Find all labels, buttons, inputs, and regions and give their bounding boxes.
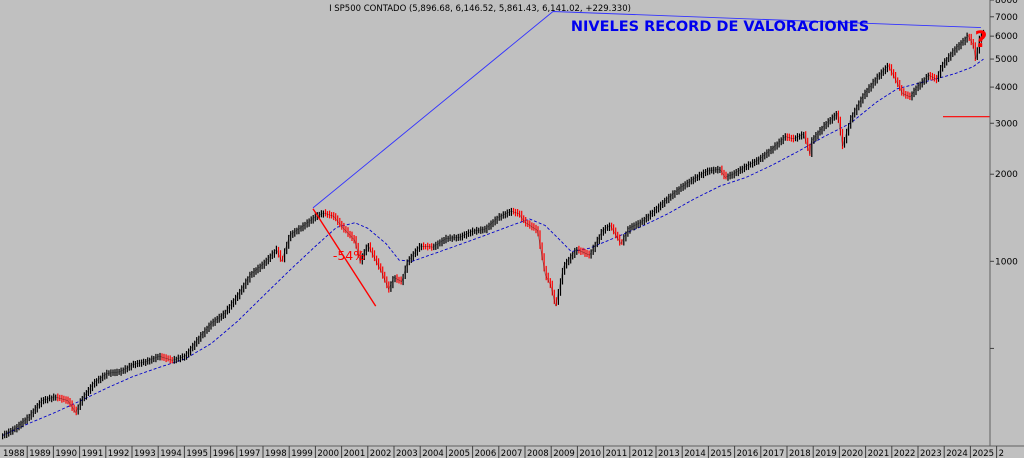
x-tick-label: 2010 — [579, 449, 601, 458]
question-mark: ? — [975, 28, 988, 53]
y-axis: 8000 7000 6000 5000 4000 3000 2000 1000 — [990, 0, 1018, 349]
x-tick-label: 2004 — [422, 449, 444, 458]
x-tick-label: 1990 — [55, 449, 77, 458]
x-tick-label: 1993 — [134, 449, 156, 458]
x-axis: 1988 1989 1990 1991 1992 1993 1994 1995 1996 1997… — [3, 446, 1004, 458]
x-tick-label: 2009 — [553, 449, 575, 458]
drawdown-label: -54% — [333, 248, 365, 263]
chart-title: I SP500 CONTADO (5,896.68, 6,146.52, 5,8… — [329, 4, 631, 14]
x-tick-label: 2023 — [920, 449, 942, 458]
x-tick-label: 1989 — [29, 449, 51, 458]
x-tick-label: 2025 — [972, 449, 994, 458]
x-tick-label: 2001 — [344, 449, 366, 458]
x-tick-label: 2007 — [501, 449, 523, 458]
x-tick-label: 2018 — [789, 449, 811, 458]
x-tick-label: 2019 — [815, 449, 837, 458]
x-tick-label: 2011 — [606, 449, 628, 458]
y-tick-label: 8000 — [995, 0, 1018, 6]
y-tick-label: 7000 — [995, 13, 1018, 23]
x-tick-label: 2008 — [527, 449, 549, 458]
record-trendline — [312, 11, 981, 209]
x-tick-label: 2013 — [658, 449, 680, 458]
y-tick-label: 6000 — [995, 32, 1018, 42]
y-tick-label: 4000 — [995, 83, 1018, 93]
x-tick-label: 1994 — [160, 449, 182, 458]
y-tick-label: 5000 — [995, 55, 1018, 65]
x-tick-label: 2003 — [396, 449, 418, 458]
x-tick-label: 2006 — [475, 449, 497, 458]
x-tick-label: 2015 — [710, 449, 732, 458]
y-tick-label: 1000 — [995, 257, 1018, 267]
x-tick-label: 2016 — [737, 449, 759, 458]
x-tick-label: 1991 — [82, 449, 104, 458]
x-tick-label: 2024 — [946, 449, 968, 458]
x-tick-label: 1998 — [265, 449, 287, 458]
x-tick-label: 2014 — [684, 449, 706, 458]
x-tick-label: 2005 — [448, 449, 470, 458]
drawdown-line — [312, 208, 377, 307]
moving-average-line — [2, 58, 984, 436]
moving-average-group — [2, 58, 984, 436]
y-tick-label: 3000 — [995, 119, 1018, 129]
annotation-lines-group — [312, 11, 990, 307]
x-tick-label: 2000 — [317, 449, 339, 458]
x-tick-label: 2021 — [868, 449, 890, 458]
x-tick-label: 1997 — [239, 449, 261, 458]
x-tick-label: 1999 — [291, 449, 313, 458]
price-series — [2, 33, 984, 436]
x-tick-label: 2 — [999, 449, 1004, 458]
x-tick-label: 1992 — [108, 449, 130, 458]
x-tick-label: 1996 — [213, 449, 235, 458]
y-tick-label: 2000 — [995, 170, 1018, 180]
x-tick-label: 1995 — [186, 449, 208, 458]
x-tick-label: 2012 — [632, 449, 654, 458]
x-tick-label: 2022 — [894, 449, 916, 458]
x-tick-label: 2020 — [841, 449, 863, 458]
x-tick-label: 1988 — [3, 449, 25, 458]
x-tick-label: 2017 — [763, 449, 785, 458]
price-candles-group — [1, 29, 985, 440]
headline-annotation: NIVELES RECORD DE VALORACIONES — [571, 19, 869, 35]
x-tick-label: 2002 — [370, 449, 392, 458]
